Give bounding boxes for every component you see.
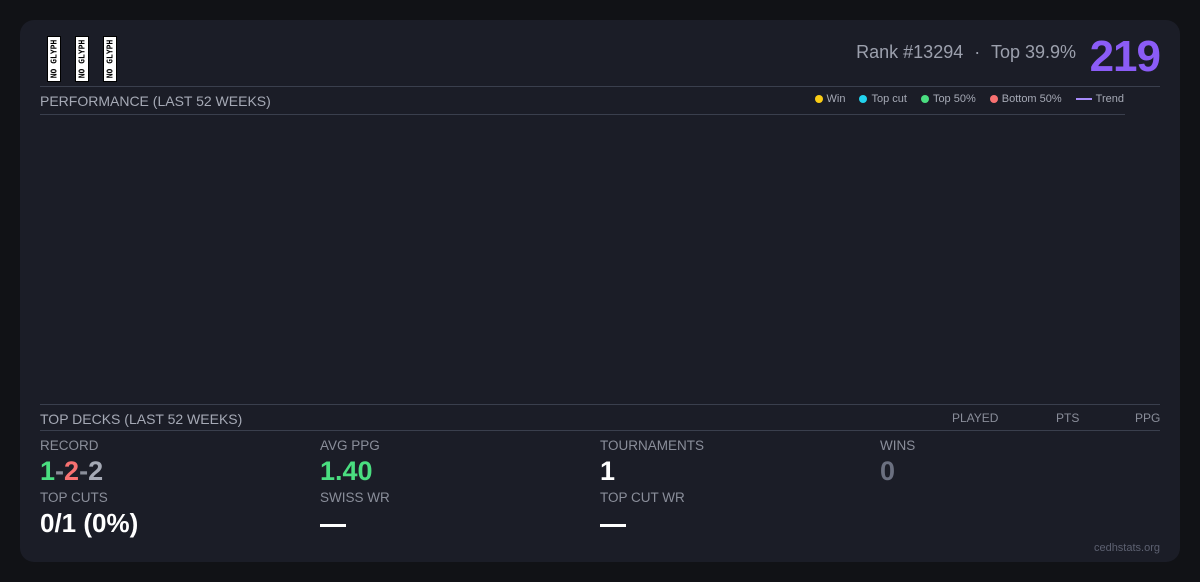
bottom-50-dot-icon <box>989 95 998 103</box>
top-decks-title: TOP DECKS (LAST 52 WEEKS) <box>40 411 243 427</box>
top-50-dot-icon <box>920 95 929 103</box>
separator: · <box>974 42 981 62</box>
record-label: RECORD <box>40 438 99 453</box>
top-percent: Top 39.9% <box>990 42 1076 62</box>
legend-bottom-50: Bottom 50% <box>989 93 1062 105</box>
trend-line-icon <box>1075 98 1092 100</box>
top-cut-wr-label: TOP CUT WR <box>600 490 685 505</box>
avg-ppg-label: AVG PPG <box>320 438 380 453</box>
column-pts: PTS <box>1056 411 1080 425</box>
swiss-wr-label: SWISS WR <box>320 490 390 505</box>
top-cut-dot-icon <box>859 95 868 103</box>
win-dot-icon <box>814 95 823 103</box>
top-cuts-label: TOP CUTS <box>40 490 108 505</box>
record-value: 1-2-2 <box>40 456 104 486</box>
divider <box>40 114 1125 115</box>
rank-info: Rank #13294 · Top 39.9% <box>856 42 1076 63</box>
divider <box>40 86 1160 87</box>
footer-site: cedhstats.org <box>1093 542 1160 554</box>
profile-card: NO GLYPH NO GLYPH NO GLYPH Rank #13294 ·… <box>20 20 1180 562</box>
top-cuts-value: 0/1 (0%) <box>40 508 139 538</box>
missing-glyph-icon: NO GLYPH <box>47 36 61 82</box>
legend-top-50: Top 50% <box>920 93 976 105</box>
avg-ppg-value: 1.40 <box>320 456 373 486</box>
missing-glyph-icon: NO GLYPH <box>75 36 89 82</box>
divider <box>40 404 1160 405</box>
legend-trend: Trend <box>1075 93 1124 105</box>
wins-label: WINS <box>880 438 916 453</box>
column-ppg: PPG <box>1135 411 1161 425</box>
column-played: PLAYED <box>952 411 999 425</box>
legend-win: Win <box>814 93 845 105</box>
performance-chart-area <box>40 115 1125 403</box>
rank: Rank #13294 <box>856 42 964 62</box>
wins-value: 0 <box>880 456 896 486</box>
tournaments-value: 1 <box>600 456 616 486</box>
top-cut-wr-empty <box>600 524 626 527</box>
missing-glyph-icon: NO GLYPH <box>103 36 117 82</box>
chart-legend: Win Top cut Top 50% Bottom 50% Trend <box>814 93 1124 105</box>
performance-title: PERFORMANCE (LAST 52 WEEKS) <box>40 93 271 109</box>
score: 219 <box>1089 32 1161 81</box>
legend-top-cut: Top cut <box>859 93 907 105</box>
tournaments-label: TOURNAMENTS <box>600 438 705 453</box>
divider <box>40 430 1160 431</box>
swiss-wr-empty <box>320 524 346 527</box>
